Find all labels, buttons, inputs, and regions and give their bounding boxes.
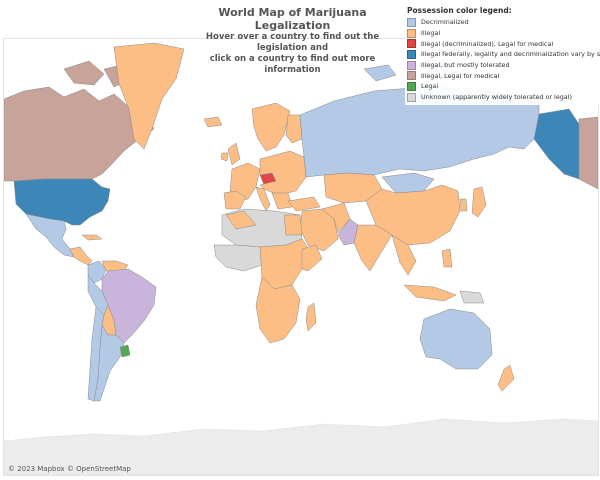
country-west-africa[interactable] bbox=[213, 244, 263, 272]
country-papua[interactable] bbox=[459, 290, 485, 304]
legend-swatch bbox=[407, 39, 416, 49]
legend-title: Possession color legend: bbox=[407, 6, 512, 15]
country-finland[interactable] bbox=[285, 114, 303, 144]
country-iran[interactable] bbox=[321, 202, 351, 234]
country-canada-east-of-alaska[interactable] bbox=[578, 116, 598, 190]
country-southern-africa[interactable] bbox=[255, 276, 301, 344]
country-southeast-asia[interactable] bbox=[391, 234, 417, 276]
legend-label: Illegal (decriminalized), Legal for medi… bbox=[421, 39, 554, 48]
legend-label: Illegal, Legal for medical bbox=[421, 71, 500, 80]
legend-swatch bbox=[407, 71, 416, 81]
country-ireland[interactable] bbox=[220, 152, 229, 162]
country-australia[interactable] bbox=[419, 308, 493, 370]
country-indonesia[interactable] bbox=[403, 284, 457, 302]
legend-item[interactable]: Illegal bbox=[407, 28, 597, 39]
country-canada-islands[interactable] bbox=[63, 60, 105, 86]
legend-item[interactable]: Illegal, Legal for medical bbox=[407, 70, 597, 81]
legend-item[interactable]: Decriminalized bbox=[407, 17, 597, 28]
country-scandinavia[interactable] bbox=[251, 102, 291, 152]
legend-items: Decriminalized Illegal Illegal (decriminal… bbox=[407, 17, 600, 103]
country-italy[interactable] bbox=[255, 186, 271, 212]
legend-label: Decriminalized bbox=[421, 18, 469, 27]
country-balkans[interactable] bbox=[271, 192, 293, 210]
country-egypt[interactable] bbox=[283, 214, 303, 236]
map-canvas[interactable] bbox=[4, 39, 598, 475]
legend-label: Unknown (apparently widely tolerated or … bbox=[421, 93, 572, 102]
country-horn-of-africa[interactable] bbox=[301, 244, 323, 272]
country-antarctica[interactable] bbox=[4, 418, 598, 475]
color-legend: Possession color legend: Decriminalized I… bbox=[405, 5, 600, 105]
legend-item[interactable]: Legal bbox=[407, 81, 597, 92]
country-madagascar[interactable] bbox=[305, 302, 317, 332]
country-india[interactable] bbox=[353, 224, 393, 272]
legend-swatch bbox=[407, 92, 416, 102]
map-subtitle-line-1: Hover over a country to find out the leg… bbox=[205, 32, 380, 53]
country-greenland[interactable] bbox=[113, 42, 185, 150]
map-title-block: World Map of Marijuana Legalization Hove… bbox=[185, 6, 400, 76]
country-russia-islands[interactable] bbox=[363, 64, 397, 82]
legend-swatch bbox=[407, 28, 416, 38]
legend-label: Illegal bbox=[421, 29, 441, 38]
country-argentina[interactable] bbox=[93, 324, 125, 402]
legend-item[interactable]: Illegal, but mostly tolerated bbox=[407, 60, 597, 71]
country-morocco-algeria[interactable] bbox=[225, 210, 257, 230]
country-alaska[interactable] bbox=[533, 108, 580, 180]
legend-item[interactable]: Unknown (apparently widely tolerated or … bbox=[407, 92, 597, 103]
country-uk[interactable] bbox=[227, 142, 241, 166]
country-uruguay[interactable] bbox=[119, 344, 131, 358]
country-japan[interactable] bbox=[471, 186, 487, 218]
country-usa[interactable] bbox=[13, 178, 111, 226]
legend-swatch bbox=[407, 60, 416, 70]
legend-label: Legal bbox=[421, 82, 439, 91]
legend-swatch bbox=[407, 81, 416, 91]
map-attribution[interactable]: © 2023 Mapbox © OpenStreetMap bbox=[8, 465, 131, 473]
country-cuba[interactable] bbox=[81, 234, 103, 241]
world-map[interactable] bbox=[3, 38, 599, 476]
country-spain-portugal[interactable] bbox=[223, 190, 247, 210]
map-title: World Map of Marijuana Legalization bbox=[218, 6, 367, 32]
country-eastern-europe[interactable] bbox=[259, 150, 307, 196]
legend-swatch bbox=[407, 49, 416, 59]
legend-label: Illegal federally, legality and decrimin… bbox=[421, 50, 600, 59]
country-mongolia[interactable] bbox=[381, 172, 435, 194]
country-central-america[interactable] bbox=[69, 246, 93, 266]
country-new-zealand[interactable] bbox=[497, 364, 515, 392]
legend-swatch bbox=[407, 17, 416, 27]
map-subtitle-line-2: click on a country to find out more info… bbox=[209, 54, 376, 75]
country-korea[interactable] bbox=[459, 198, 468, 212]
country-turkey[interactable] bbox=[287, 196, 321, 212]
country-philippines[interactable] bbox=[441, 248, 453, 268]
legend-item[interactable]: Illegal (decriminalized), Legal for medi… bbox=[407, 38, 597, 49]
legend-item[interactable]: Illegal federally, legality and decrimin… bbox=[407, 49, 600, 60]
legend-label: Illegal, but mostly tolerated bbox=[421, 61, 510, 70]
country-iceland[interactable] bbox=[203, 116, 223, 128]
